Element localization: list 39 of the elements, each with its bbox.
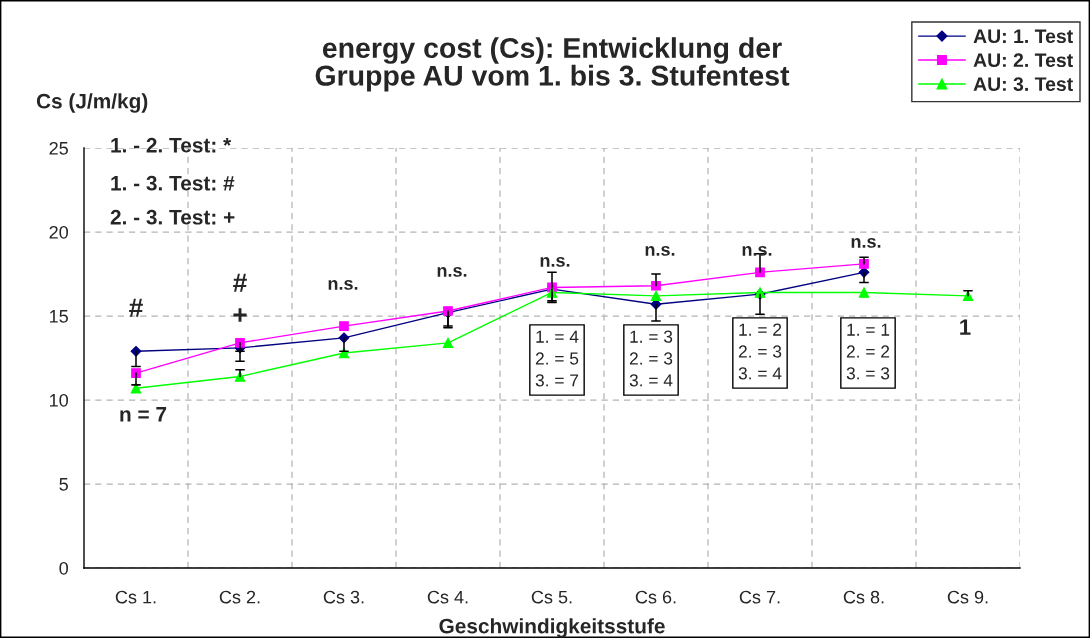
y-tick-label: 15 bbox=[50, 310, 68, 323]
annotation: n.s. bbox=[742, 245, 772, 256]
y-axis-title: Cs (J/m/kg) bbox=[36, 93, 148, 113]
annotation: 1. = 4 2. = 5 3. = 7 bbox=[535, 330, 579, 387]
annotation: 1. = 2 2. = 3 3. = 4 bbox=[738, 323, 782, 380]
x-tick-label: Cs 3. bbox=[323, 590, 364, 604]
annotation: 1. = 3 2. = 3 3. = 4 bbox=[629, 330, 673, 387]
x-tick-label: Cs 8. bbox=[843, 590, 884, 604]
y-tick-label: 25 bbox=[49, 141, 68, 155]
annotation: n = 7 bbox=[120, 407, 167, 422]
annotation: n.s. bbox=[645, 245, 675, 256]
annotation: + bbox=[233, 308, 247, 322]
y-tick-label: 20 bbox=[49, 225, 69, 239]
x-tick-label: Cs 6. bbox=[635, 590, 676, 604]
annotation: n.s. bbox=[328, 279, 358, 290]
legend-label: AU: 3. Test bbox=[973, 77, 1073, 92]
x-tick-label: Cs 4. bbox=[427, 590, 468, 604]
annotation: 2. - 3. Test: + bbox=[110, 209, 235, 225]
x-axis-title: Geschwindigkeitsstufe bbox=[439, 618, 665, 638]
x-tick-label: Cs 2. bbox=[219, 590, 260, 604]
annotation: # bbox=[233, 273, 247, 292]
legend-label: AU: 2. Test bbox=[973, 53, 1073, 68]
legend-label: AU: 1. Test bbox=[973, 29, 1073, 44]
y-tick-label: 0 bbox=[59, 561, 69, 575]
x-tick-label: Cs 9. bbox=[947, 590, 988, 604]
annotation: 1 bbox=[960, 319, 971, 335]
annotation: n.s. bbox=[437, 266, 467, 277]
y-tick-label: 10 bbox=[50, 393, 69, 407]
x-tick-label: Cs 1. bbox=[115, 590, 156, 604]
x-tick-label: Cs 7. bbox=[739, 590, 780, 604]
y-tick-label: 5 bbox=[59, 478, 68, 491]
annotation: 1. = 1 2. = 2 3. = 3 bbox=[846, 323, 890, 380]
chart-title: energy cost (Cs): Entwicklung der Gruppe AU vom 1. bis 3. Stufentest bbox=[315, 37, 790, 92]
annotation: # bbox=[129, 298, 143, 317]
annotation: n.s. bbox=[540, 256, 570, 267]
annotation: 1. - 2. Test: * bbox=[111, 137, 232, 153]
x-tick-label: Cs 5. bbox=[531, 590, 572, 604]
annotation: 1. - 3. Test: # bbox=[111, 175, 235, 191]
annotation: n.s. bbox=[851, 237, 881, 248]
